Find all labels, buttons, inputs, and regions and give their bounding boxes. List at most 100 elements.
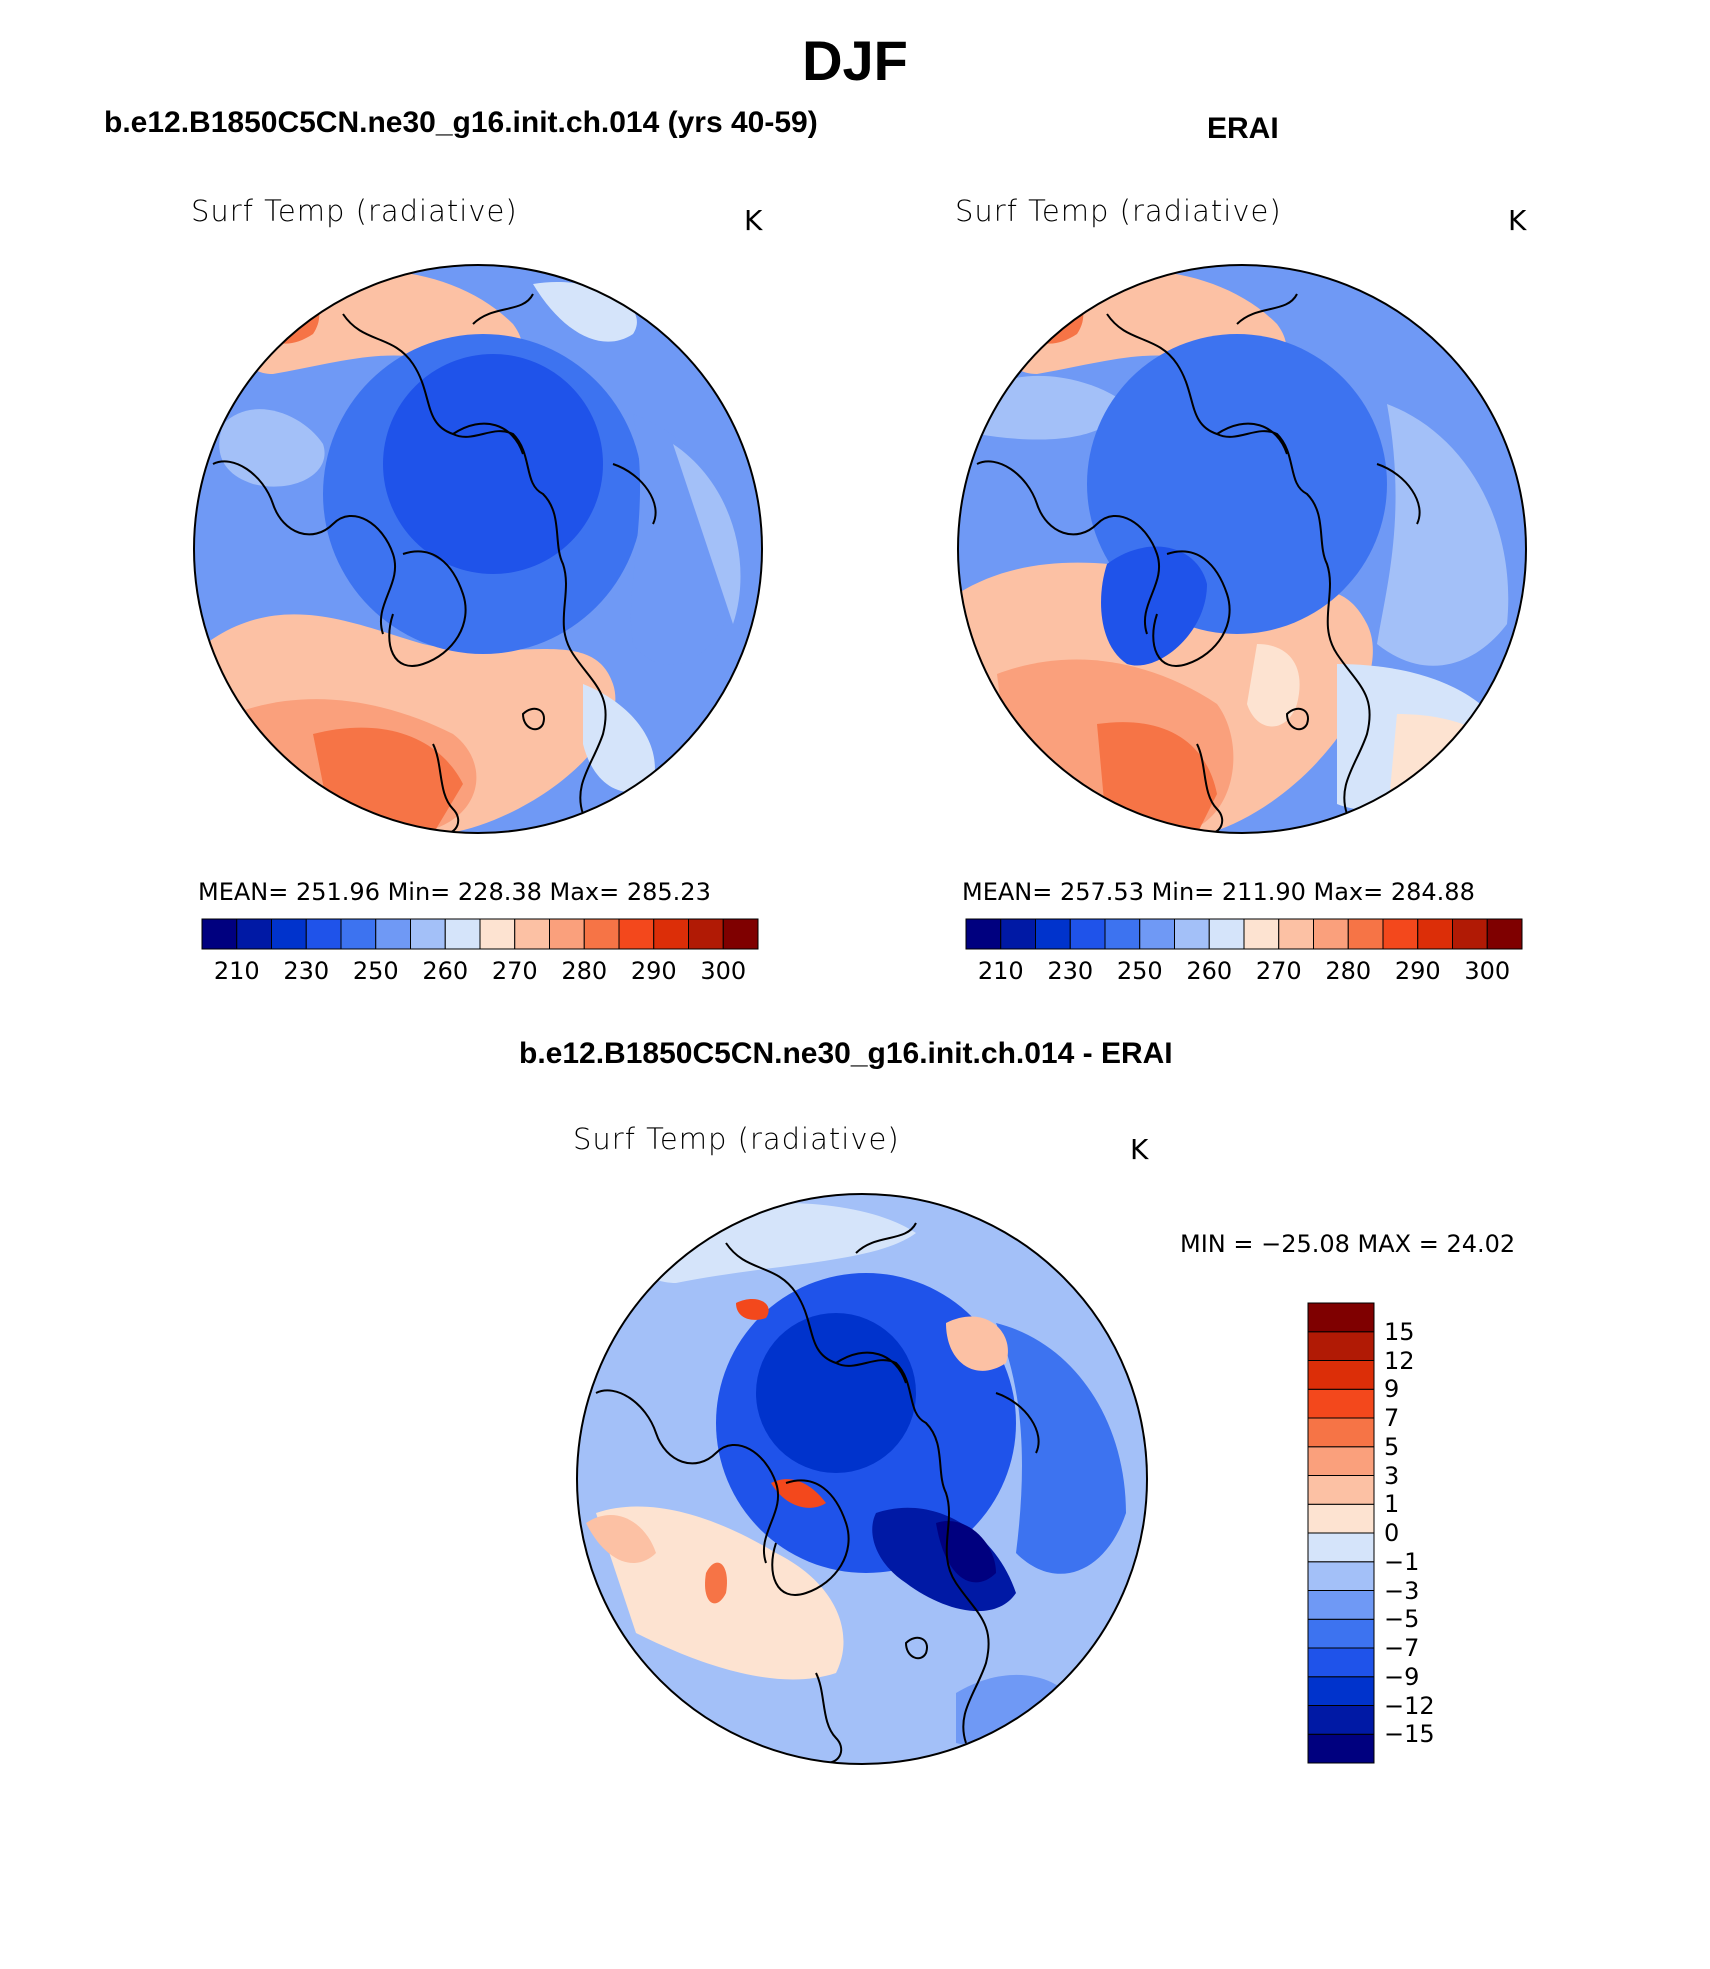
colorbar-swatch — [1307, 1733, 1375, 1764]
diff-stats: MIN = −25.08 MAX = 24.02 — [1180, 1230, 1516, 1258]
colorbar-swatch — [201, 918, 238, 950]
model-panel-title: b.e12.B1850C5CN.ne30_g16.init.ch.014 (yr… — [104, 106, 818, 139]
colorbar-tick-label: 3 — [1384, 1461, 1400, 1490]
colorbar-swatch — [1069, 918, 1106, 950]
colorbar-swatch — [1139, 918, 1175, 950]
colorbar-swatch — [1104, 918, 1141, 950]
colorbar-swatch — [1000, 918, 1036, 950]
colorbar-swatch — [1307, 1446, 1375, 1476]
colorbar-swatch — [340, 918, 377, 950]
obs-units-label: K — [1508, 204, 1527, 237]
colorbar-swatch — [1307, 1503, 1375, 1534]
colorbar-tick-label: 250 — [352, 957, 399, 985]
diff-panel-title: b.e12.B1850C5CN.ne30_g16.init.ch.014 - E… — [519, 1037, 1173, 1070]
colorbar-swatch — [1278, 918, 1314, 950]
colorbar-swatch — [1307, 1532, 1375, 1563]
colorbar-swatch — [618, 918, 655, 950]
colorbar-tick-label: 230 — [1047, 957, 1094, 985]
colorbar-tick-label: 280 — [561, 957, 608, 985]
colorbar-tick-label: 7 — [1384, 1404, 1400, 1432]
colorbar-swatch — [1347, 918, 1384, 950]
colorbar-tick-label: 0 — [1384, 1519, 1400, 1547]
colorbar-tick-label: −9 — [1384, 1662, 1420, 1691]
model-colorbar — [201, 918, 759, 950]
colorbar-tick-label: 270 — [491, 957, 538, 985]
colorbar-swatch — [1307, 1705, 1375, 1735]
colorbar-tick-label: −7 — [1384, 1634, 1420, 1662]
model-polar-map — [193, 264, 763, 834]
colorbar-tick-label: 9 — [1384, 1375, 1400, 1404]
colorbar-swatch — [1417, 918, 1453, 950]
colorbar-swatch — [1307, 1388, 1375, 1419]
colorbar-swatch — [1307, 1475, 1375, 1505]
obs-panel-title: ERAI — [1207, 112, 1279, 145]
colorbar-tick-label: −3 — [1384, 1576, 1420, 1605]
model-colorbar-ticks: 210 230 250 260 270 280 290 300 — [202, 957, 758, 987]
obs-colorbar-ticks: 210 230 250 260 270 280 290 300 — [966, 957, 1522, 987]
obs-stats: MEAN= 257.53 Min= 211.90 Max= 284.88 — [962, 878, 1475, 906]
colorbar-tick-label: 1 — [1384, 1490, 1400, 1519]
colorbar-swatch — [236, 918, 272, 950]
figure-title: DJF — [802, 29, 908, 92]
colorbar-swatch — [1307, 1676, 1375, 1706]
colorbar-swatch — [1307, 1618, 1375, 1649]
diff-polar-map — [576, 1193, 1148, 1765]
colorbar-swatch — [1307, 1590, 1375, 1620]
colorbar-tick-label: −5 — [1384, 1605, 1420, 1634]
colorbar-tick-label: −1 — [1384, 1547, 1420, 1576]
colorbar-swatch — [514, 918, 550, 950]
colorbar-tick-label: 260 — [1186, 957, 1233, 985]
diff-colorbar-ticks: −15 −12 −9 −7 −5 −3 −1 0 1 3 5 7 9 12 15 — [1384, 1303, 1464, 1763]
colorbar-tick-label: 260 — [422, 957, 469, 985]
colorbar-tick-label: 300 — [1464, 957, 1511, 985]
colorbar-swatch — [444, 918, 481, 950]
colorbar-swatch — [1382, 918, 1419, 950]
diff-variable-label: Surf Temp (radiative) — [573, 1122, 900, 1156]
colorbar-swatch — [583, 918, 620, 950]
colorbar-swatch — [375, 918, 411, 950]
colorbar-tick-label: 230 — [283, 957, 330, 985]
colorbar-tick-label: 210 — [977, 957, 1024, 985]
colorbar-tick-label: 270 — [1255, 957, 1302, 985]
colorbar-tick-label: 5 — [1384, 1432, 1400, 1461]
colorbar-swatch — [1307, 1647, 1375, 1678]
colorbar-swatch — [1307, 1360, 1375, 1390]
colorbar-swatch — [1307, 1561, 1375, 1591]
colorbar-swatch — [1035, 918, 1071, 950]
colorbar-tick-label: 290 — [630, 957, 677, 985]
colorbar-swatch — [722, 918, 759, 950]
colorbar-swatch — [410, 918, 446, 950]
colorbar-swatch — [1174, 918, 1210, 950]
colorbar-tick-label: 210 — [213, 957, 260, 985]
model-variable-label: Surf Temp (radiative) — [191, 194, 518, 228]
colorbar-swatch — [1313, 918, 1349, 950]
colorbar-swatch — [1307, 1302, 1375, 1333]
colorbar-tick-label: 250 — [1116, 957, 1163, 985]
colorbar-tick-label: 300 — [700, 957, 747, 985]
colorbar-swatch — [549, 918, 585, 950]
obs-colorbar — [965, 918, 1523, 950]
model-units-label: K — [744, 204, 763, 237]
colorbar-swatch — [688, 918, 724, 950]
colorbar-swatch — [271, 918, 307, 950]
colorbar-swatch — [1208, 918, 1245, 950]
diff-units-label: K — [1130, 1133, 1149, 1166]
colorbar-tick-label: 280 — [1325, 957, 1372, 985]
colorbar-tick-label: −15 — [1384, 1720, 1435, 1749]
colorbar-swatch — [965, 918, 1002, 950]
model-stats: MEAN= 251.96 Min= 228.38 Max= 285.23 — [198, 878, 711, 906]
colorbar-tick-label: 12 — [1384, 1346, 1415, 1375]
colorbar-swatch — [1307, 1331, 1375, 1361]
obs-polar-map — [957, 264, 1527, 834]
obs-variable-label: Surf Temp (radiative) — [955, 194, 1282, 228]
colorbar-swatch — [1452, 918, 1488, 950]
colorbar-tick-label: 15 — [1384, 1317, 1415, 1346]
colorbar-tick-label: −12 — [1384, 1691, 1435, 1720]
colorbar-swatch — [1486, 918, 1523, 950]
colorbar-swatch — [305, 918, 342, 950]
colorbar-swatch — [653, 918, 689, 950]
colorbar-tick-label: 290 — [1394, 957, 1441, 985]
diff-colorbar — [1307, 1302, 1375, 1764]
colorbar-swatch — [1307, 1417, 1375, 1448]
colorbar-swatch — [479, 918, 516, 950]
